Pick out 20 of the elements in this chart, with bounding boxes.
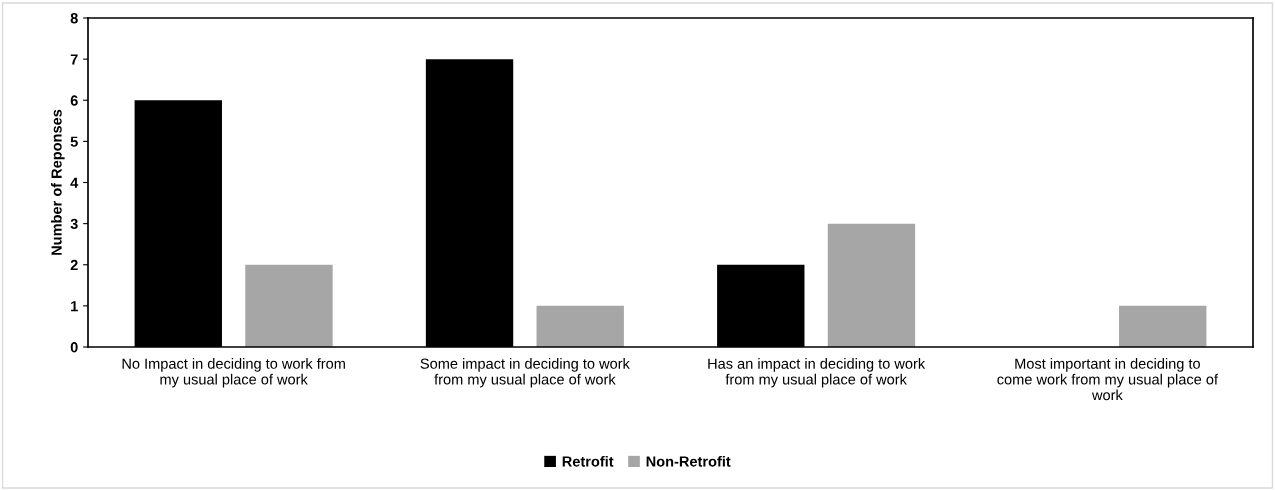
bar	[1119, 305, 1207, 347]
y-tick-label: 2	[70, 259, 78, 271]
y-tick-label: 7	[70, 54, 78, 65]
y-tick-label: 4	[70, 177, 79, 188]
y-axis-title: Number of Reponses	[51, 109, 65, 255]
x-tick-label: Some impact in deciding to work from my usual place of work	[420, 358, 630, 388]
legend-label: Non-Retrofit	[646, 455, 731, 467]
y-tick-label: 5	[70, 136, 78, 147]
x-tick-label: No Impact in deciding to work from my usual place of work	[122, 358, 345, 388]
bar	[827, 223, 916, 347]
bar	[536, 305, 624, 347]
y-tick-label: 3	[70, 218, 78, 230]
x-tick-label: Most important in deciding to come work from my usual place of work	[997, 358, 1219, 401]
y-tick-label: 8	[70, 13, 78, 24]
y-tick-label: 0	[70, 342, 78, 353]
legend-label: Retrofit	[562, 455, 614, 467]
bar	[245, 264, 333, 347]
y-tick-label: 6	[70, 95, 78, 106]
y-tick-label: 1	[71, 301, 78, 312]
x-tick-label: Has an impact in deciding to work from my usual place of work	[708, 358, 926, 388]
